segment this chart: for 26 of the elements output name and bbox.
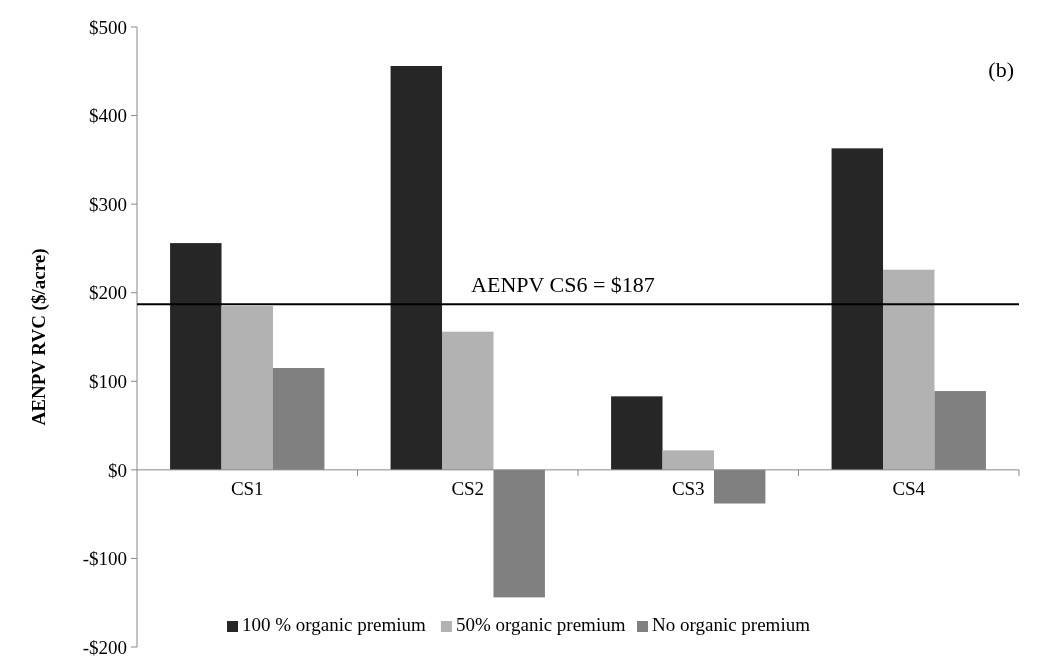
y-tick-label: $100: [89, 370, 127, 392]
y-tick-label: $300: [89, 193, 127, 215]
x-tick-label: CS1: [230, 477, 264, 499]
legend-label: 100 % organic premium: [242, 614, 427, 635]
bar: [170, 243, 222, 470]
x-tick-label: CS2: [451, 477, 485, 499]
bar: [611, 396, 663, 470]
bar: [883, 269, 935, 470]
y-tick-label: $500: [89, 16, 127, 38]
y-tick-label: $400: [89, 105, 127, 127]
y-tick-label: -$200: [82, 636, 127, 658]
bar: [831, 148, 884, 470]
bar: [390, 65, 443, 470]
legend-label: 50% organic premium: [455, 614, 626, 635]
ref-line-label: AENPV CS6 = $187: [471, 272, 655, 298]
annotation: (b): [988, 57, 1014, 82]
bar: [221, 306, 273, 470]
bar: [442, 331, 494, 470]
bar: [662, 450, 714, 470]
y-tick-label: $0: [108, 459, 127, 481]
y-tick-label: -$100: [82, 548, 127, 570]
y-tick-label: $200: [89, 282, 127, 304]
legend-label: No organic premium: [652, 614, 811, 635]
y-axis-title: AENPV RVC ($/acre): [28, 248, 50, 426]
x-tick-label: CS3: [671, 477, 705, 499]
x-tick-label: CS4: [892, 477, 926, 499]
